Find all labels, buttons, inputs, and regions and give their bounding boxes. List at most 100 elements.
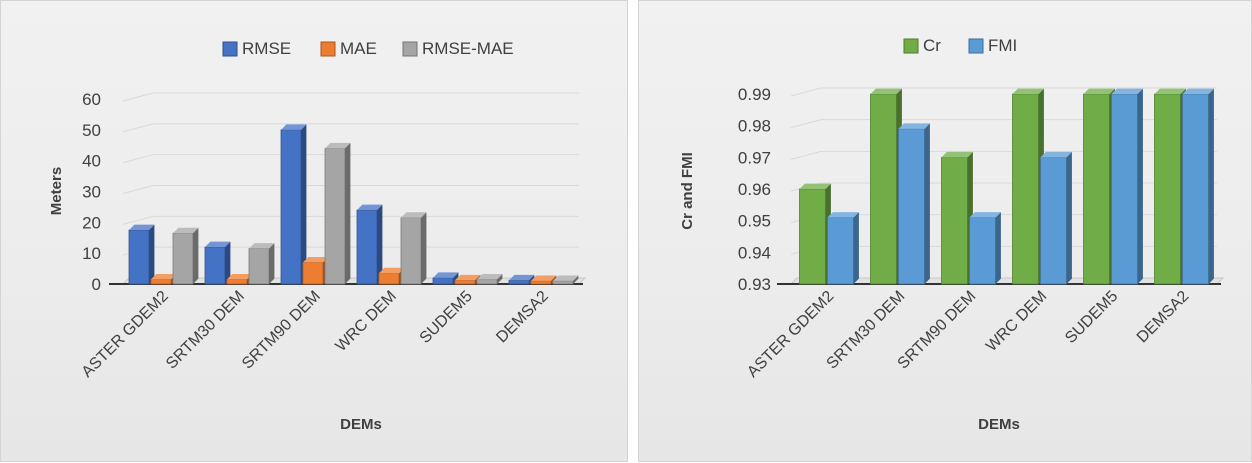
bar-top [249, 243, 275, 249]
bar-mae [226, 273, 253, 285]
bar-front [1083, 93, 1110, 285]
bar-front [172, 232, 194, 285]
bar-front [1111, 93, 1138, 285]
bar-side [269, 243, 275, 284]
bar-mae [150, 273, 177, 285]
bar-top [1182, 88, 1214, 94]
bar-top [281, 124, 307, 130]
bar-rmse-mae [400, 212, 427, 285]
bar-fmi [1111, 88, 1143, 285]
bar-side [345, 142, 351, 284]
bar-front [508, 279, 530, 285]
x-category-label: SUDEM5 [417, 288, 476, 347]
bar-front [356, 209, 378, 285]
bar-mae [378, 267, 405, 285]
legend-label: MAE [340, 39, 377, 58]
gridline-skew [122, 185, 154, 194]
bar-front [432, 277, 454, 285]
legend-label: RMSE-MAE [422, 39, 514, 58]
bar-top [509, 274, 535, 281]
bar-fmi [827, 212, 859, 285]
bar-side [1208, 88, 1214, 284]
legend-item: MAE [320, 39, 377, 58]
legend-swatch [402, 41, 418, 57]
bar-top [433, 272, 459, 278]
chart-panel-correlation: 0.93 0.94 0.95 0.96 0.97 0.98 0.99 ASTER GDEM2 S… [638, 0, 1252, 462]
bar-cr [941, 151, 973, 285]
y-tick-label: 50 [82, 121, 101, 140]
bar-fmi [1182, 88, 1214, 285]
y-tick-label: 0.99 [738, 85, 771, 104]
gridline-skew [790, 119, 822, 129]
bar-front [204, 246, 226, 285]
bar-front [128, 229, 150, 285]
legend-label: RMSE [242, 39, 291, 58]
y-tick-label: 40 [82, 152, 101, 171]
bar-rmse [204, 241, 231, 285]
bar-front [1182, 93, 1209, 285]
bar-front [150, 278, 172, 285]
bar-top [898, 123, 930, 129]
bar-top [1083, 88, 1115, 94]
bar-top [799, 183, 831, 189]
bar-front [827, 217, 854, 285]
y-tick-label: 0.93 [738, 275, 771, 294]
chart-correlation: 0.93 0.94 0.95 0.96 0.97 0.98 0.99 ASTER GDEM2 S… [679, 36, 1225, 433]
bar-top [969, 212, 1001, 218]
bar-rmse [432, 272, 459, 285]
bar-side [551, 275, 557, 284]
bar-fmi [898, 123, 930, 285]
y-tick-label: 0.96 [738, 180, 771, 199]
bar-top [870, 88, 902, 94]
y-tick-label: 0 [92, 275, 101, 294]
bar-front [969, 217, 996, 285]
bar-top [553, 275, 579, 281]
bar-rmse [128, 224, 155, 285]
bar-rmse-mae [324, 142, 351, 285]
legend-swatch [903, 38, 919, 54]
x-category-label: ASTER GDEM2 [79, 288, 172, 381]
bar-side [377, 204, 383, 284]
bar-side [149, 224, 155, 284]
bar-top [325, 142, 351, 149]
y-tick-label: 60 [82, 90, 101, 109]
bar-side [529, 274, 535, 284]
bar-top [129, 224, 155, 231]
bar-front [898, 128, 925, 285]
x-category-label: ASTER GDEM2 [744, 288, 837, 381]
bar-front [378, 272, 400, 285]
bar-mae [302, 257, 329, 285]
bar-front [799, 188, 826, 285]
bar-rmse [508, 274, 535, 285]
gridline-skew [122, 154, 154, 164]
bar-front [302, 262, 324, 285]
bar-top [303, 257, 329, 263]
bar-side [193, 227, 199, 284]
bar-side [573, 275, 579, 284]
y-axis-title: Meters [48, 167, 65, 215]
bar-side [1066, 151, 1072, 284]
legend-item: RMSE-MAE [402, 39, 514, 58]
bar-top [1111, 88, 1143, 94]
bar-top [941, 151, 973, 158]
x-category-label: DEMSA2 [1134, 288, 1193, 347]
bar-fmi [1040, 151, 1072, 285]
x-category-label: SUDEM5 [1062, 288, 1121, 347]
bar-rmse [356, 204, 383, 285]
bar-top [173, 227, 199, 234]
bar-side [421, 212, 427, 284]
bar-front [454, 279, 476, 285]
legend-swatch [222, 41, 238, 57]
bar-front [552, 280, 574, 285]
bar-top [227, 273, 253, 280]
bar-front [870, 93, 897, 285]
bar-top [357, 204, 383, 210]
bar-top [151, 273, 177, 280]
bar-fmi [969, 212, 1001, 285]
bar-top [827, 212, 859, 218]
bar-top [531, 275, 557, 281]
bar-front [280, 129, 302, 285]
x-category-label: WRC DEM [332, 288, 399, 355]
bar-rmse-mae [248, 243, 275, 285]
